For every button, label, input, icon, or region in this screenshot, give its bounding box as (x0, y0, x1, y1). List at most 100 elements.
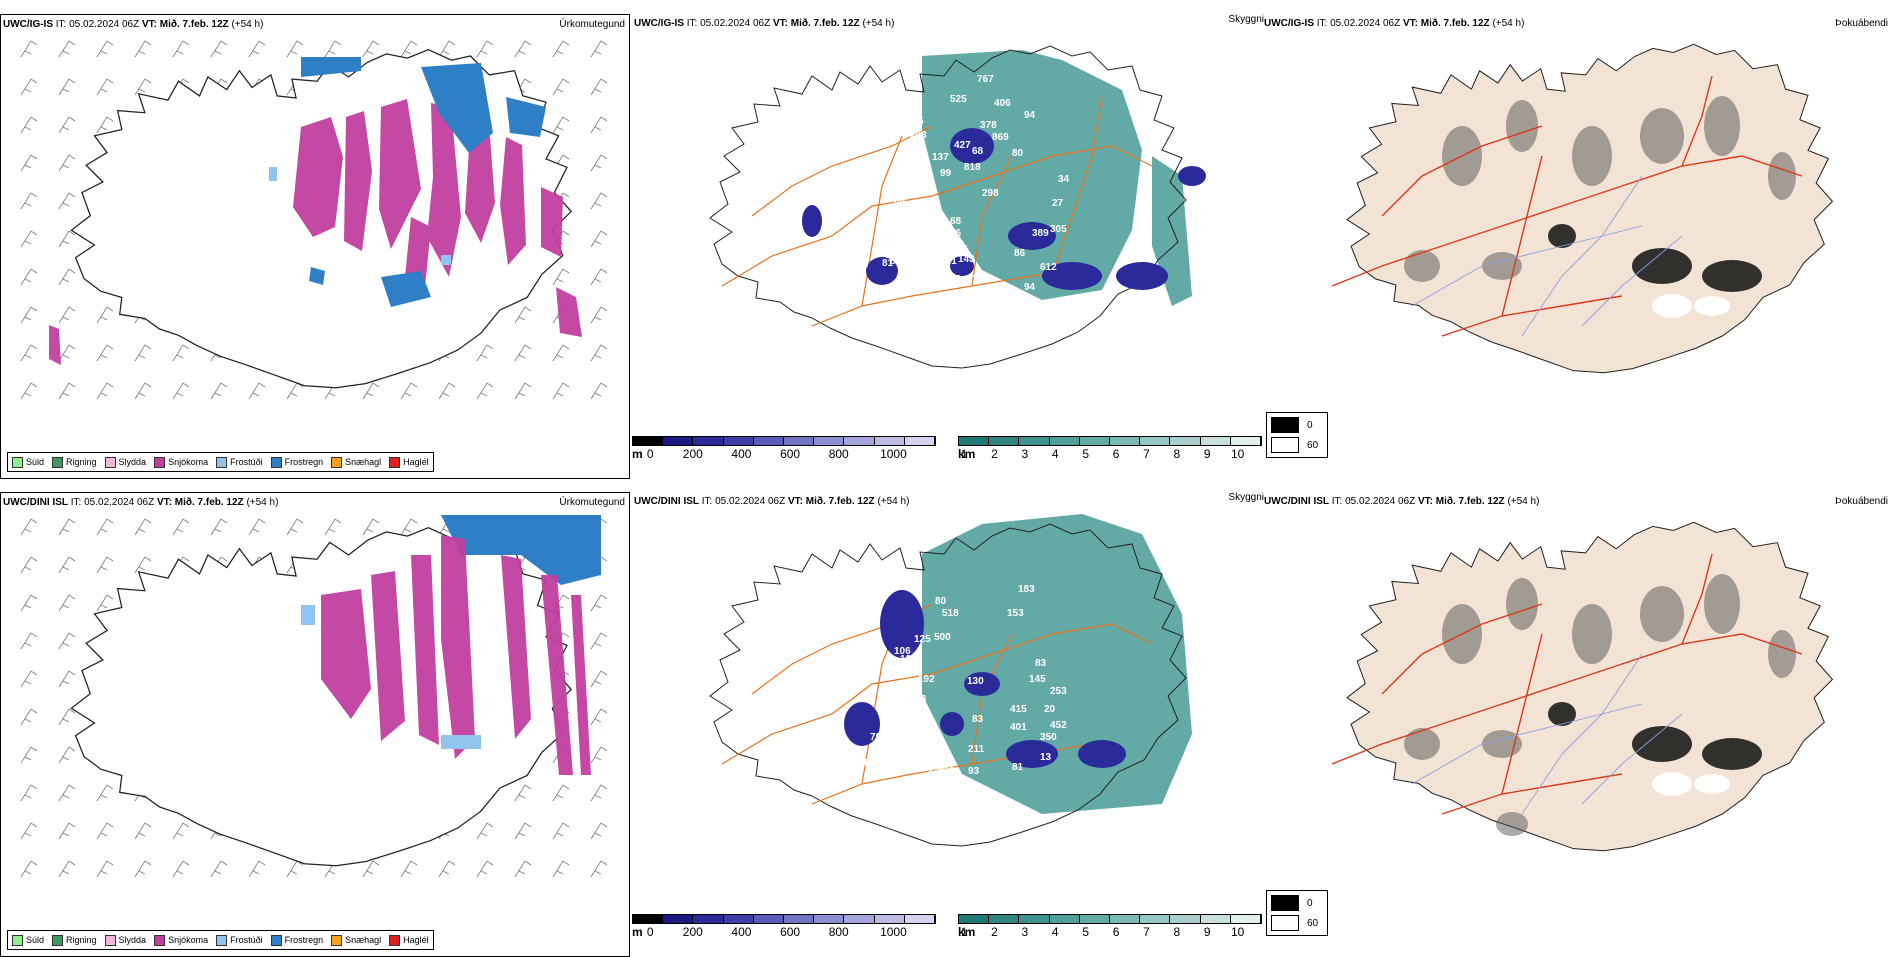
fog-legend-max: 60 (1307, 439, 1319, 451)
wind-barb (58, 670, 76, 688)
ceiling-value-label: 95 (897, 180, 909, 191)
ceiling-value-label: 143 (958, 254, 975, 265)
colorbar-segment (633, 437, 664, 445)
fog-legend-bottom: 0 60 (1266, 890, 1328, 936)
wind-barb (400, 518, 418, 536)
wind-barb (362, 860, 380, 878)
wind-barb (96, 594, 114, 612)
ceiling-value-label: 27 (1052, 198, 1064, 209)
ceiling-value-label: 145 (1029, 674, 1046, 685)
colorbar-segment (693, 437, 724, 445)
panel-header: UWC/DINI ISL IT: 05.02.2024 06Z VT: Mið.… (634, 496, 910, 507)
wind-barb (58, 154, 76, 172)
wind-barb (438, 382, 456, 400)
ceiling-value-label: 10 (922, 752, 934, 763)
wind-barb (58, 344, 76, 362)
wind-barb (96, 306, 114, 324)
colorbar-tick: 800 (828, 447, 849, 461)
ceiling-value-label: 427 (954, 140, 971, 151)
ceiling-value-label: 86 (1007, 286, 1019, 297)
colorbar-segment (814, 437, 845, 445)
wind-barb (96, 784, 114, 802)
ceiling-value-label: 818 (964, 162, 981, 173)
fog-map-bottom (1331, 521, 1833, 852)
colorbar-tick: 2 (991, 925, 998, 939)
colorbar-segment (1079, 437, 1111, 445)
colorbar-segment (1079, 915, 1111, 923)
ceiling-value-label: 70 (870, 732, 882, 743)
ceiling-value-label: 102 (972, 274, 989, 285)
wind-barb (552, 78, 570, 96)
wind-barb (96, 40, 114, 58)
colorbar-tick: 8 (1173, 447, 1181, 461)
wind-barb (362, 40, 380, 58)
wind-barb (552, 344, 570, 362)
wind-barb (438, 860, 456, 878)
fog-legend-min: 0 (1307, 897, 1313, 909)
colorbar-segment (723, 915, 754, 923)
wind-barb (286, 860, 304, 878)
wind-barb (210, 860, 228, 878)
visibility-colorbar-bottom: 1 2 3 4 5 6 7 8 9 10 km (958, 914, 1262, 946)
wind-barb (134, 518, 152, 536)
wind-barb (172, 382, 190, 400)
wind-barb (20, 382, 38, 400)
ceiling-value-label: 68 (950, 216, 962, 227)
ceiling-value-label: 518 (942, 608, 959, 619)
panel-header: UWC/IG-IS IT: 05.02.2024 06Z VT: Mið. 7.… (634, 18, 895, 29)
panel-header: UWC/DINI ISL IT: 05.02.2024 06Z VT: Mið.… (3, 497, 279, 508)
ceiling-value-label: 5 (918, 116, 924, 127)
wind-barb (58, 746, 76, 764)
colorbar-segment (1170, 915, 1201, 923)
wind-barb (514, 344, 532, 362)
legend-item: Frostregn (270, 456, 323, 468)
colorbar-segment (959, 915, 990, 923)
wind-barb (476, 40, 494, 58)
colorbar-segment (989, 437, 1020, 445)
wind-barb (552, 382, 570, 400)
panel-fog-top: UWC/IG-IS IT: 05.02.2024 06Z VT: Mið. 7.… (1262, 14, 1892, 479)
colorbar-segment (693, 915, 724, 923)
wind-barb (362, 518, 380, 536)
wind-barb (20, 116, 38, 134)
ceiling-value-label: 211 (968, 744, 985, 755)
wind-barb (58, 708, 76, 726)
ceiling-colorbar-bottom: 0 200 400 600 800 1000 m (632, 914, 936, 946)
colorbar-segment (663, 915, 694, 923)
colorbar-segment (1019, 437, 1050, 445)
wind-barb (58, 40, 76, 58)
ceiling-value-label: 81 (882, 258, 894, 269)
colorbar-segment (959, 437, 990, 445)
wind-barb (590, 78, 608, 96)
precip-map-bottom (20, 515, 608, 878)
panel-visibility-bottom: UWC/DINI ISL IT: 05.02.2024 06Z VT: Mið.… (632, 492, 1264, 957)
wind-barb (286, 382, 304, 400)
wind-barb (552, 116, 570, 134)
wind-barb (20, 670, 38, 688)
legend-item: Slydda (104, 456, 146, 468)
ceiling-value-label: 81 (1012, 762, 1024, 773)
wind-barb (20, 556, 38, 574)
wind-barb (20, 78, 38, 96)
colorbar-tick: 1 (960, 925, 968, 939)
colorbar-segment (1049, 915, 1080, 923)
ceiling-value-label: 58 (922, 176, 934, 187)
colorbar-tick: 7 (1143, 447, 1150, 461)
ceiling-value-label: 130 (967, 676, 984, 687)
ceiling-value-label: 415 (1010, 704, 1027, 715)
ceiling-value-label: 86 (1014, 248, 1026, 259)
ceiling-value-label: 155 (940, 240, 957, 251)
wind-barb (590, 746, 608, 764)
wind-barb (210, 518, 228, 536)
wind-barb (514, 306, 532, 324)
visibility-unit: km (958, 925, 976, 939)
panel-precip-type-top: UWC/IG-IS IT: 05.02.2024 06Z VT: Mið. 7.… (0, 14, 630, 479)
ceiling-value-label: 153 (1007, 608, 1024, 619)
colorbar-tick: 10 (1230, 925, 1245, 939)
wind-barb (20, 268, 38, 286)
colorbar-tick: 6 (1112, 447, 1120, 461)
colorbar-tick: 4 (1051, 925, 1059, 939)
wind-barb (590, 116, 608, 134)
colorbar-segment (784, 437, 815, 445)
